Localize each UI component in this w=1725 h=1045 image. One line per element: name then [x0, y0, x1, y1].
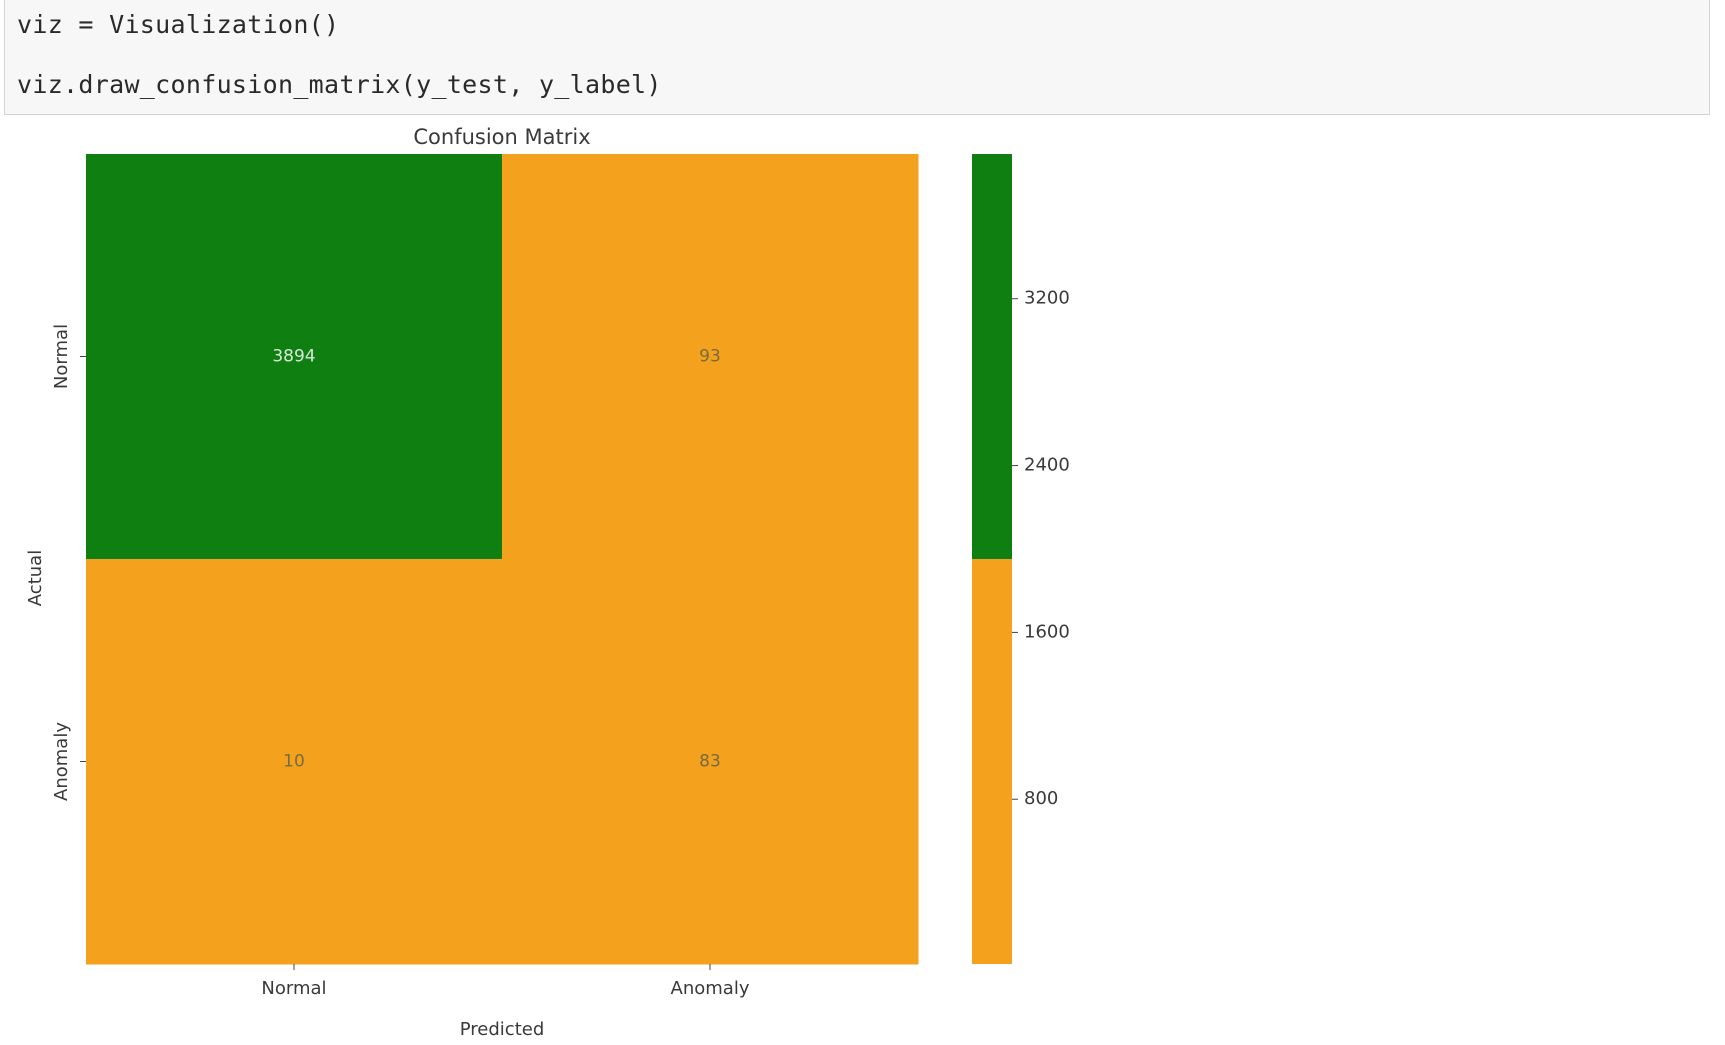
heatmap-cell-labels: 3894 93 10 83 — [272, 347, 720, 772]
code-line-2: viz.draw_confusion_matrix(y_test, y_labe… — [17, 70, 662, 99]
colorbar-tick-label: 800 — [1024, 788, 1058, 809]
cell-value-label: 83 — [699, 752, 721, 772]
heatmap-cell-1-0 — [86, 559, 503, 965]
colorbar-tick-label: 1600 — [1024, 621, 1070, 642]
colorbar-low-segment — [972, 559, 1012, 964]
colorbar-high-segment — [972, 154, 1012, 559]
x-axis-label: Predicted — [460, 1019, 545, 1040]
code-cell[interactable]: viz = Visualization() viz.draw_confusion… — [4, 0, 1710, 115]
heatmap-cell-0-0 — [86, 154, 503, 560]
y-axis-ticks: Normal Anomaly — [51, 324, 86, 801]
heatmap-cell-0-1 — [502, 154, 919, 560]
colorbar-tick-label: 3200 — [1024, 288, 1070, 309]
colorbar-tick-label: 2400 — [1024, 455, 1070, 476]
confusion-matrix-chart: Confusion Matrix 3894 93 10 83 Normal Anomal… — [0, 120, 1120, 1041]
y-tick-label: Anomaly — [51, 722, 72, 801]
y-axis-label: Actual — [25, 550, 46, 606]
x-axis-ticks: Normal Anomaly — [261, 964, 750, 999]
cell-value-label: 93 — [699, 347, 721, 367]
heatmap-cells — [86, 154, 919, 965]
x-tick-label: Normal — [261, 978, 326, 999]
heatmap-cell-1-1 — [502, 559, 919, 965]
y-tick-label: Normal — [51, 324, 72, 389]
colorbar: 800 1600 2400 3200 — [972, 154, 1070, 964]
x-tick-label: Anomaly — [671, 978, 750, 999]
cell-value-label: 3894 — [272, 347, 315, 367]
chart-title: Confusion Matrix — [413, 125, 590, 149]
confusion-matrix-svg: Confusion Matrix 3894 93 10 83 Normal Anomal… — [25, 125, 1070, 1040]
cell-value-label: 10 — [283, 752, 305, 772]
code-line-1: viz = Visualization() — [17, 10, 340, 39]
